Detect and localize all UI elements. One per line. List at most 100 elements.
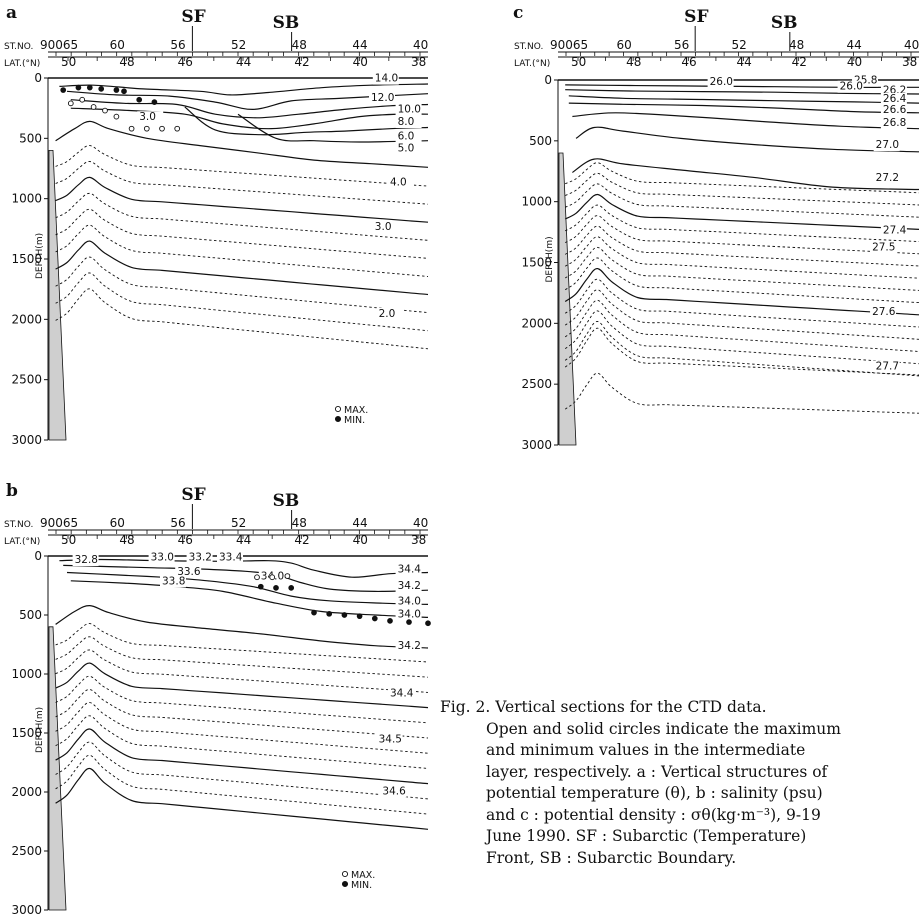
contour-label-bg xyxy=(376,307,403,320)
minimum-marker xyxy=(288,585,295,591)
contour-line xyxy=(55,288,429,350)
contour-line xyxy=(564,268,920,316)
station-tick-label: 90065 xyxy=(40,516,78,530)
contour-line xyxy=(55,161,429,205)
station-tick-label: 60 xyxy=(110,516,125,530)
contour-label: 3.0 xyxy=(139,111,156,123)
front-label-sf: SF xyxy=(181,485,205,505)
contour-line xyxy=(55,689,429,739)
contour-label-bg xyxy=(880,117,907,130)
latitude-tick-label: 50 xyxy=(61,55,76,69)
legend-max-label: MAX. xyxy=(344,405,368,416)
contour-line xyxy=(55,604,429,649)
latitude-tick-label: 40 xyxy=(847,55,862,69)
contour-label: 8.0 xyxy=(398,116,415,128)
panel-letter: b xyxy=(6,481,18,501)
contour-line xyxy=(237,113,429,143)
contour-label-bg xyxy=(388,687,414,700)
contour-label: 3.0 xyxy=(375,221,392,233)
contour-line xyxy=(55,145,429,187)
contour-label-bg xyxy=(880,92,907,105)
caption-line: Open and solid circles indicate the maxi… xyxy=(486,719,841,738)
depth-tick-label: 1500 xyxy=(11,252,42,266)
station-tick-label: 52 xyxy=(231,38,246,52)
contour-line xyxy=(564,172,920,206)
depth-tick-label: 2500 xyxy=(11,373,42,387)
depth-axis-label: DEPTH(m) xyxy=(35,233,45,279)
minimum-marker xyxy=(273,585,279,591)
panel-letter: a xyxy=(6,3,17,23)
contour-label-bg xyxy=(395,580,422,593)
minimum-marker xyxy=(356,613,363,620)
legend-max-symbol xyxy=(334,405,342,413)
legend-max-symbol xyxy=(341,870,349,878)
contour-label-bg xyxy=(186,551,213,564)
contour-label-bg xyxy=(707,75,734,88)
depth-tick-label: 2500 xyxy=(521,377,552,391)
contour-label: 6.0 xyxy=(398,131,415,143)
latitude-tick-label: 40 xyxy=(353,533,368,547)
minimum-marker xyxy=(121,88,127,95)
contour-label: 27.4 xyxy=(883,224,907,236)
minimum-marker xyxy=(151,99,158,105)
bottom-topography xyxy=(48,150,67,441)
contour-label-bg xyxy=(376,733,403,746)
maximum-marker xyxy=(128,125,135,132)
contour-line xyxy=(564,289,920,340)
depth-tick-label: 500 xyxy=(19,608,42,622)
contour-label: 2.0 xyxy=(379,308,396,320)
depth-tick-label: 0 xyxy=(34,549,42,563)
latitude-tick-label: 48 xyxy=(626,55,641,69)
contour-line xyxy=(564,215,920,255)
maximum-marker xyxy=(102,107,108,114)
contour-label: 14.0 xyxy=(375,73,398,85)
latitude-tick-label: 48 xyxy=(119,55,134,69)
contour-line xyxy=(564,321,920,377)
contour-line xyxy=(55,702,429,754)
contour-line xyxy=(55,623,429,663)
front-label-sb: SB xyxy=(771,13,798,33)
contour-line xyxy=(55,176,429,223)
figure-caption: Fig. 2. Vertical sections for the CTD da… xyxy=(440,697,915,869)
station-tick-label: 40 xyxy=(413,516,428,530)
contour-label-bg xyxy=(837,80,864,93)
bottom-topography xyxy=(558,152,577,446)
contour-line xyxy=(55,662,429,709)
contour-label: 27.0 xyxy=(876,139,899,151)
contour-line xyxy=(70,107,429,130)
contour-line xyxy=(564,204,920,243)
depth-tick-label: 0 xyxy=(544,73,552,87)
station-axis-label: ST.NO. xyxy=(4,520,33,530)
depth-tick-label: 1500 xyxy=(521,256,552,270)
contour-label-bg xyxy=(72,554,99,567)
contour-line xyxy=(55,256,429,314)
panel-a-temperature-section: a SF SB ST.NO. 90065 60 56 52 48 44 40 LAT.(°N) 50 48… xyxy=(0,0,430,455)
contour-label-bg xyxy=(395,103,422,116)
contour-line xyxy=(55,649,429,693)
contour-label-bg xyxy=(217,551,243,564)
contour-line xyxy=(564,183,920,218)
latitude-axis-label: LAT.(°N) xyxy=(4,537,40,547)
station-tick-label: 48 xyxy=(292,38,307,52)
contour-line xyxy=(564,246,920,291)
latitude-tick-label: 38 xyxy=(411,55,426,69)
minimum-marker xyxy=(406,619,412,625)
contour-line xyxy=(564,299,920,352)
contour-line xyxy=(568,102,920,114)
depth-tick-label: 3000 xyxy=(521,438,552,452)
contour-label-bg xyxy=(395,608,422,621)
station-axis-label: ST.NO. xyxy=(514,42,543,52)
legend-max-label: MAX. xyxy=(351,870,375,881)
minimum-marker xyxy=(75,84,82,91)
contour-line xyxy=(55,240,429,296)
contour-label-bg xyxy=(372,221,399,234)
contour-label: 27.6 xyxy=(872,306,896,318)
contour-line xyxy=(564,372,920,414)
legend-min-symbol xyxy=(341,880,349,888)
panel-c-density-section: c SF SB ST.NO. 90065 60 56 52 48 44 40 LAT.(°N) 50 48… xyxy=(510,0,921,455)
contour-line xyxy=(184,106,429,136)
contour-line xyxy=(63,564,429,593)
contour-label-bg xyxy=(395,640,422,653)
contour-line xyxy=(55,120,429,168)
caption-line: Front, SB : Subarctic Boundary. xyxy=(486,848,737,867)
